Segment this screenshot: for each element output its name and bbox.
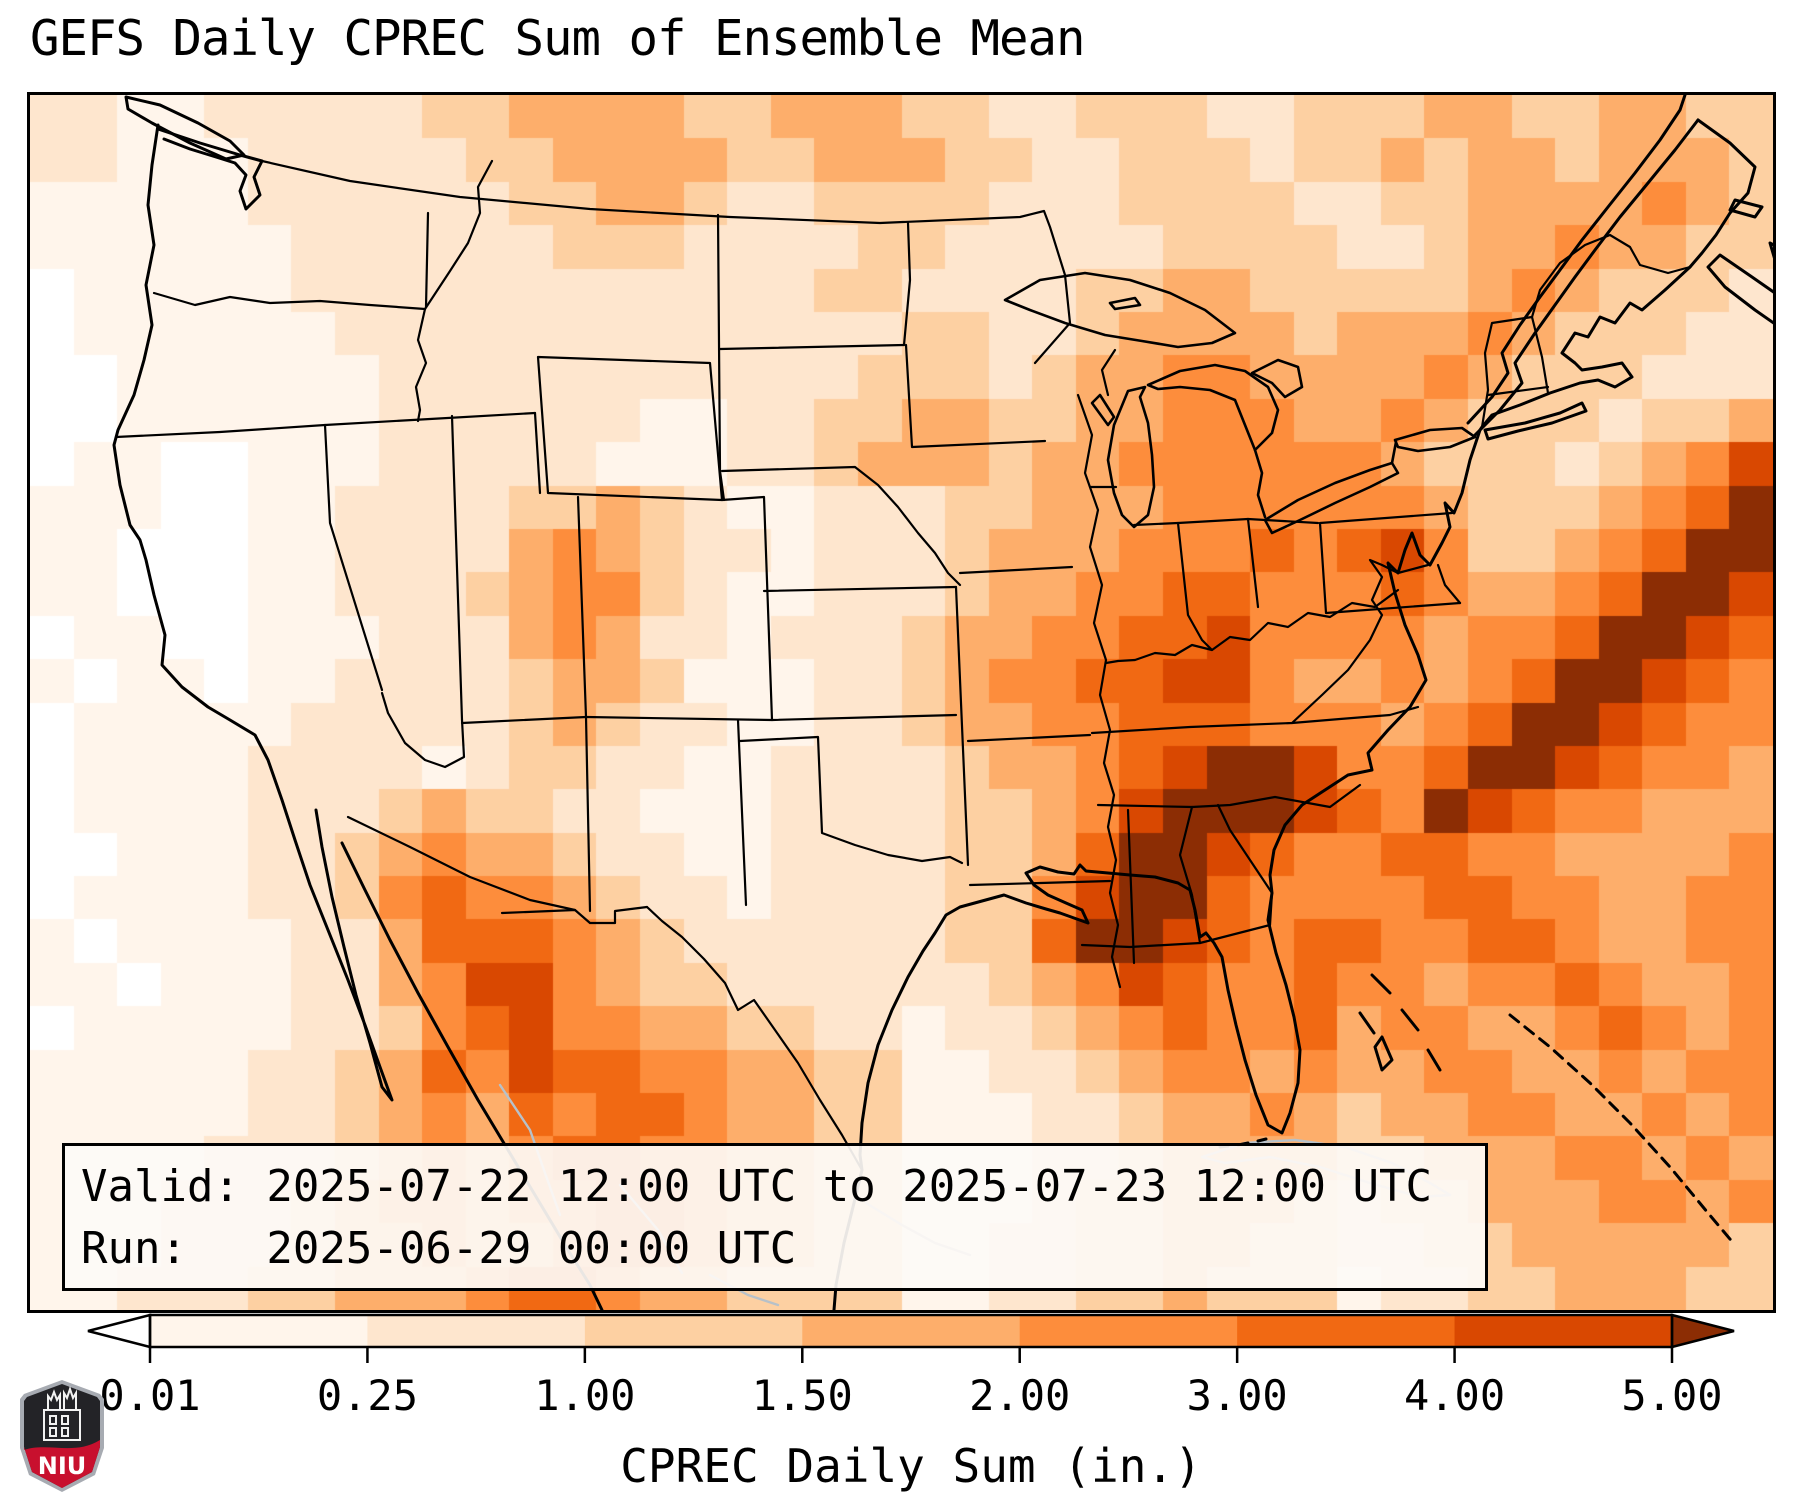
lake-superior xyxy=(1003,271,1237,349)
figure-title: GEFS Daily CPREC Sum of Ensemble Mean xyxy=(30,10,1086,67)
lake-ontario xyxy=(1393,426,1477,453)
atlantic-gulf-coast xyxy=(832,265,1692,1310)
colorbar-tick-label: 1.50 xyxy=(752,1371,853,1420)
precipitation-heatmap xyxy=(30,95,1773,1310)
logo-text: NIU xyxy=(38,1452,87,1480)
bahamas xyxy=(1358,973,1442,1072)
colorbar-tick-label: 1.00 xyxy=(534,1371,635,1420)
lake-huron xyxy=(1146,363,1280,452)
colorbar-tick-labels: 0.01 0.25 1.00 1.50 2.00 3.00 4.00 5.00 xyxy=(99,1371,1722,1420)
map-boundaries-overlay xyxy=(112,95,1773,1310)
st-lawrence-north-shore xyxy=(1466,95,1687,425)
rio-grande xyxy=(645,905,864,1172)
vancouver-island xyxy=(124,95,246,161)
colorbar-segment xyxy=(1237,1315,1456,1347)
colorbar-segment xyxy=(367,1315,586,1347)
niu-logo: NIU xyxy=(20,1380,104,1492)
colorbar-tick-label: 2.00 xyxy=(969,1371,1070,1420)
colorbar-segments xyxy=(150,1315,1673,1347)
colorbar-tick-label: 4.00 xyxy=(1404,1371,1505,1420)
colorbar-under-arrow xyxy=(87,1313,152,1349)
great-lakes xyxy=(1003,271,1477,535)
lake-michigan xyxy=(1106,385,1156,529)
colorbar-tick-label: 5.00 xyxy=(1621,1371,1722,1420)
valid-time-text: Valid: 2025-07-22 12:00 UTC to 2025-07-2… xyxy=(81,1161,1433,1212)
colorbar-segment xyxy=(150,1315,369,1347)
lake-erie xyxy=(1263,461,1400,535)
colorbar-ticks xyxy=(148,1347,1674,1363)
pacific-coast xyxy=(112,123,394,1102)
puget-sound xyxy=(156,127,264,211)
colorbar-axis-label: CPREC Daily Sum (in.) xyxy=(620,1439,1202,1493)
canada-border xyxy=(260,159,1072,365)
colorbar-tick-label: 0.25 xyxy=(317,1371,418,1420)
mississippi-river xyxy=(1076,393,1122,989)
validity-info-box: Valid: 2025-07-22 12:00 UTC to 2025-07-2… xyxy=(62,1143,1488,1291)
colorbar: 0.01 0.25 1.00 1.50 2.00 3.00 4.00 5.00 CPREC D… xyxy=(87,1313,1735,1493)
colorbar-tick-label: 0.01 xyxy=(99,1371,200,1420)
coastlines xyxy=(112,95,1773,1310)
colorbar-segment xyxy=(802,1315,1021,1347)
logo-shield-red xyxy=(24,1440,100,1488)
st-lawrence-south-shore xyxy=(1473,118,1700,437)
state-borders xyxy=(114,159,1692,1172)
nova-scotia xyxy=(1706,253,1773,325)
dashed-island-chain xyxy=(1508,1013,1737,1247)
long-island xyxy=(1483,401,1588,441)
colorbar-segment xyxy=(584,1315,803,1347)
run-time-text: Run: 2025-06-29 00:00 UTC xyxy=(81,1223,797,1274)
colorbar-segment xyxy=(1454,1315,1673,1347)
ohio-river xyxy=(1104,588,1400,665)
colorbar-frame xyxy=(148,1313,1674,1349)
logo-castle xyxy=(43,1385,81,1441)
colorbar-segment xyxy=(1019,1315,1238,1347)
colorbar-tick-label: 3.00 xyxy=(1187,1371,1288,1420)
new-brunswick-coast xyxy=(1688,118,1757,269)
colorbar-over-arrow xyxy=(1670,1313,1735,1349)
precipitation-map: Valid: 2025-07-22 12:00 UTC to 2025-07-2… xyxy=(27,92,1776,1313)
